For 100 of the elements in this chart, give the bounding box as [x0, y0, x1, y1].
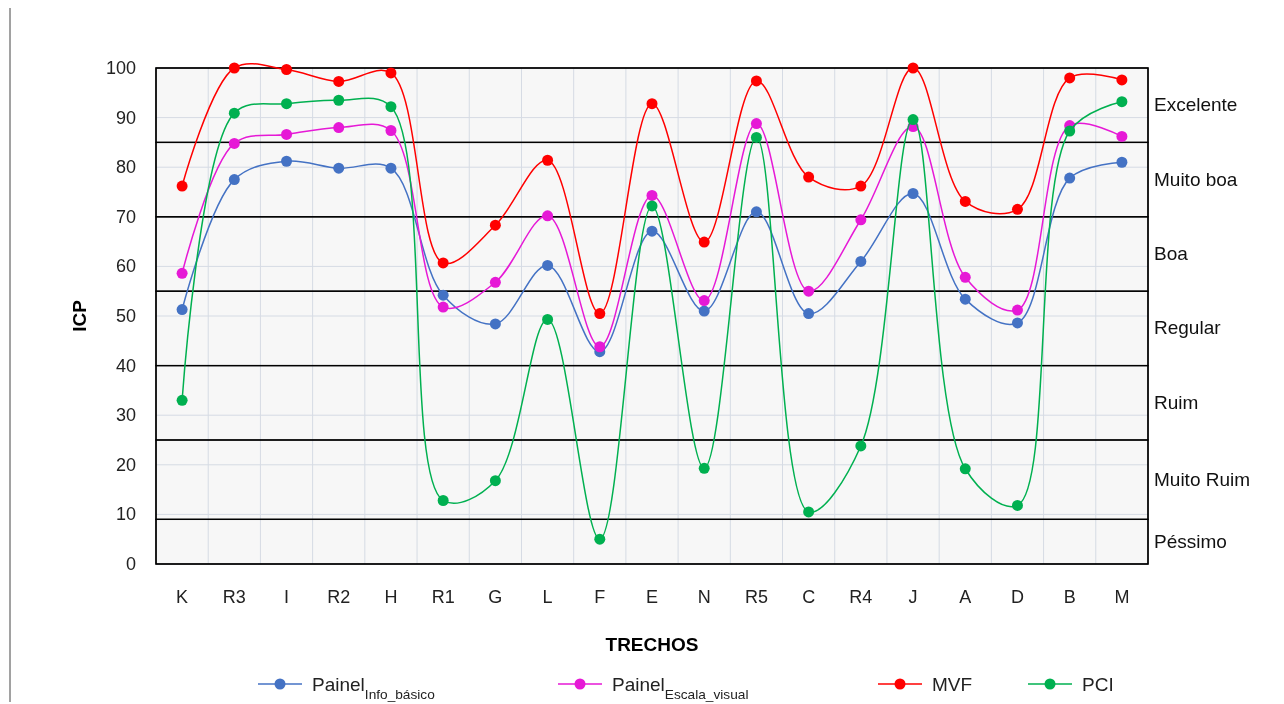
point	[176, 180, 188, 192]
point	[594, 533, 606, 545]
point	[281, 155, 293, 167]
point	[646, 189, 658, 201]
legend-label: MVF	[932, 674, 973, 695]
x-tick-label: R4	[849, 587, 873, 607]
y-tick-label: 90	[115, 107, 136, 128]
point	[750, 118, 762, 130]
point	[228, 137, 240, 149]
y-tick-label: 60	[115, 256, 136, 277]
point	[907, 187, 919, 199]
legend-label: Painel$_{Info_básico}$	[312, 674, 436, 702]
x-tick-label: N	[697, 587, 711, 607]
point	[437, 301, 449, 313]
point	[1011, 304, 1023, 316]
point	[594, 341, 606, 353]
point	[333, 94, 345, 106]
point	[385, 125, 397, 136]
point	[437, 257, 449, 269]
point	[542, 259, 554, 271]
point	[281, 98, 293, 110]
band-label: Ruim	[1154, 391, 1199, 413]
point	[698, 305, 710, 317]
point	[176, 267, 188, 279]
point	[333, 75, 345, 87]
point	[803, 285, 815, 297]
point	[1064, 72, 1076, 84]
point	[437, 289, 449, 301]
y-tick-label: 10	[115, 504, 136, 525]
point	[437, 495, 449, 507]
point	[228, 174, 240, 186]
point	[959, 463, 971, 475]
point	[489, 219, 501, 231]
x-tick-label: E	[645, 587, 659, 607]
band-label: Boa	[1154, 243, 1189, 264]
point	[385, 67, 397, 79]
y-tick-label: 30	[115, 405, 136, 426]
y-tick-label: 70	[115, 206, 136, 227]
x-tick-label: L	[542, 587, 553, 607]
point	[281, 128, 293, 140]
x-tick-label: R3	[222, 587, 246, 607]
x-tick-label: J	[908, 587, 918, 607]
point	[489, 475, 501, 487]
x-tick-label: R2	[327, 587, 351, 607]
y-tick-label: 100	[105, 58, 136, 78]
point	[1116, 96, 1128, 108]
point	[698, 236, 710, 248]
point	[959, 195, 971, 207]
y-axis-title: ICP	[69, 299, 90, 332]
point	[1116, 156, 1128, 168]
band-label: Péssimo	[1154, 530, 1227, 552]
point	[803, 506, 815, 518]
band-label: Muito boa	[1154, 168, 1238, 190]
point	[907, 114, 919, 126]
point	[176, 394, 188, 406]
x-tick-label: M	[1114, 587, 1130, 607]
x-tick-label: C	[802, 587, 816, 607]
point	[281, 63, 293, 75]
point	[1011, 203, 1023, 215]
point	[594, 308, 606, 320]
point	[646, 200, 658, 212]
x-tick-label: A	[959, 587, 972, 607]
point	[855, 440, 867, 452]
point	[698, 462, 710, 474]
point	[176, 304, 188, 316]
point	[385, 162, 397, 174]
point	[646, 98, 658, 110]
point	[750, 75, 762, 87]
y-tick-label: 0	[125, 554, 136, 574]
y-tick-label: 20	[115, 454, 136, 475]
x-tick-label: B	[1063, 587, 1076, 607]
band-label: Muito Ruim	[1154, 468, 1251, 490]
point	[1011, 317, 1023, 329]
point	[803, 171, 815, 183]
point	[855, 214, 867, 226]
x-tick-label: I	[284, 587, 290, 607]
point	[1011, 499, 1023, 511]
x-tick-label: R1	[431, 587, 455, 607]
y-tick-label: 80	[115, 157, 136, 178]
point	[750, 206, 762, 218]
x-axis-title: TRECHOS	[605, 634, 699, 655]
x-tick-label: H	[384, 587, 398, 607]
point	[959, 293, 971, 305]
point	[333, 162, 345, 174]
band-label: Regular	[1154, 317, 1222, 339]
legend-label: PCI	[1082, 674, 1114, 695]
y-tick-label: 50	[115, 306, 136, 326]
point	[750, 131, 762, 143]
point	[959, 271, 971, 283]
point	[646, 225, 658, 237]
point	[228, 62, 240, 74]
point	[855, 255, 867, 267]
legend-label: Painel$_{Escala_visual}$	[612, 674, 749, 702]
point	[1116, 74, 1128, 86]
point	[1064, 125, 1076, 137]
x-tick-label: R5	[744, 587, 768, 607]
point	[1064, 172, 1076, 184]
point	[1116, 130, 1128, 142]
point	[803, 308, 815, 320]
x-tick-label: K	[176, 587, 189, 607]
